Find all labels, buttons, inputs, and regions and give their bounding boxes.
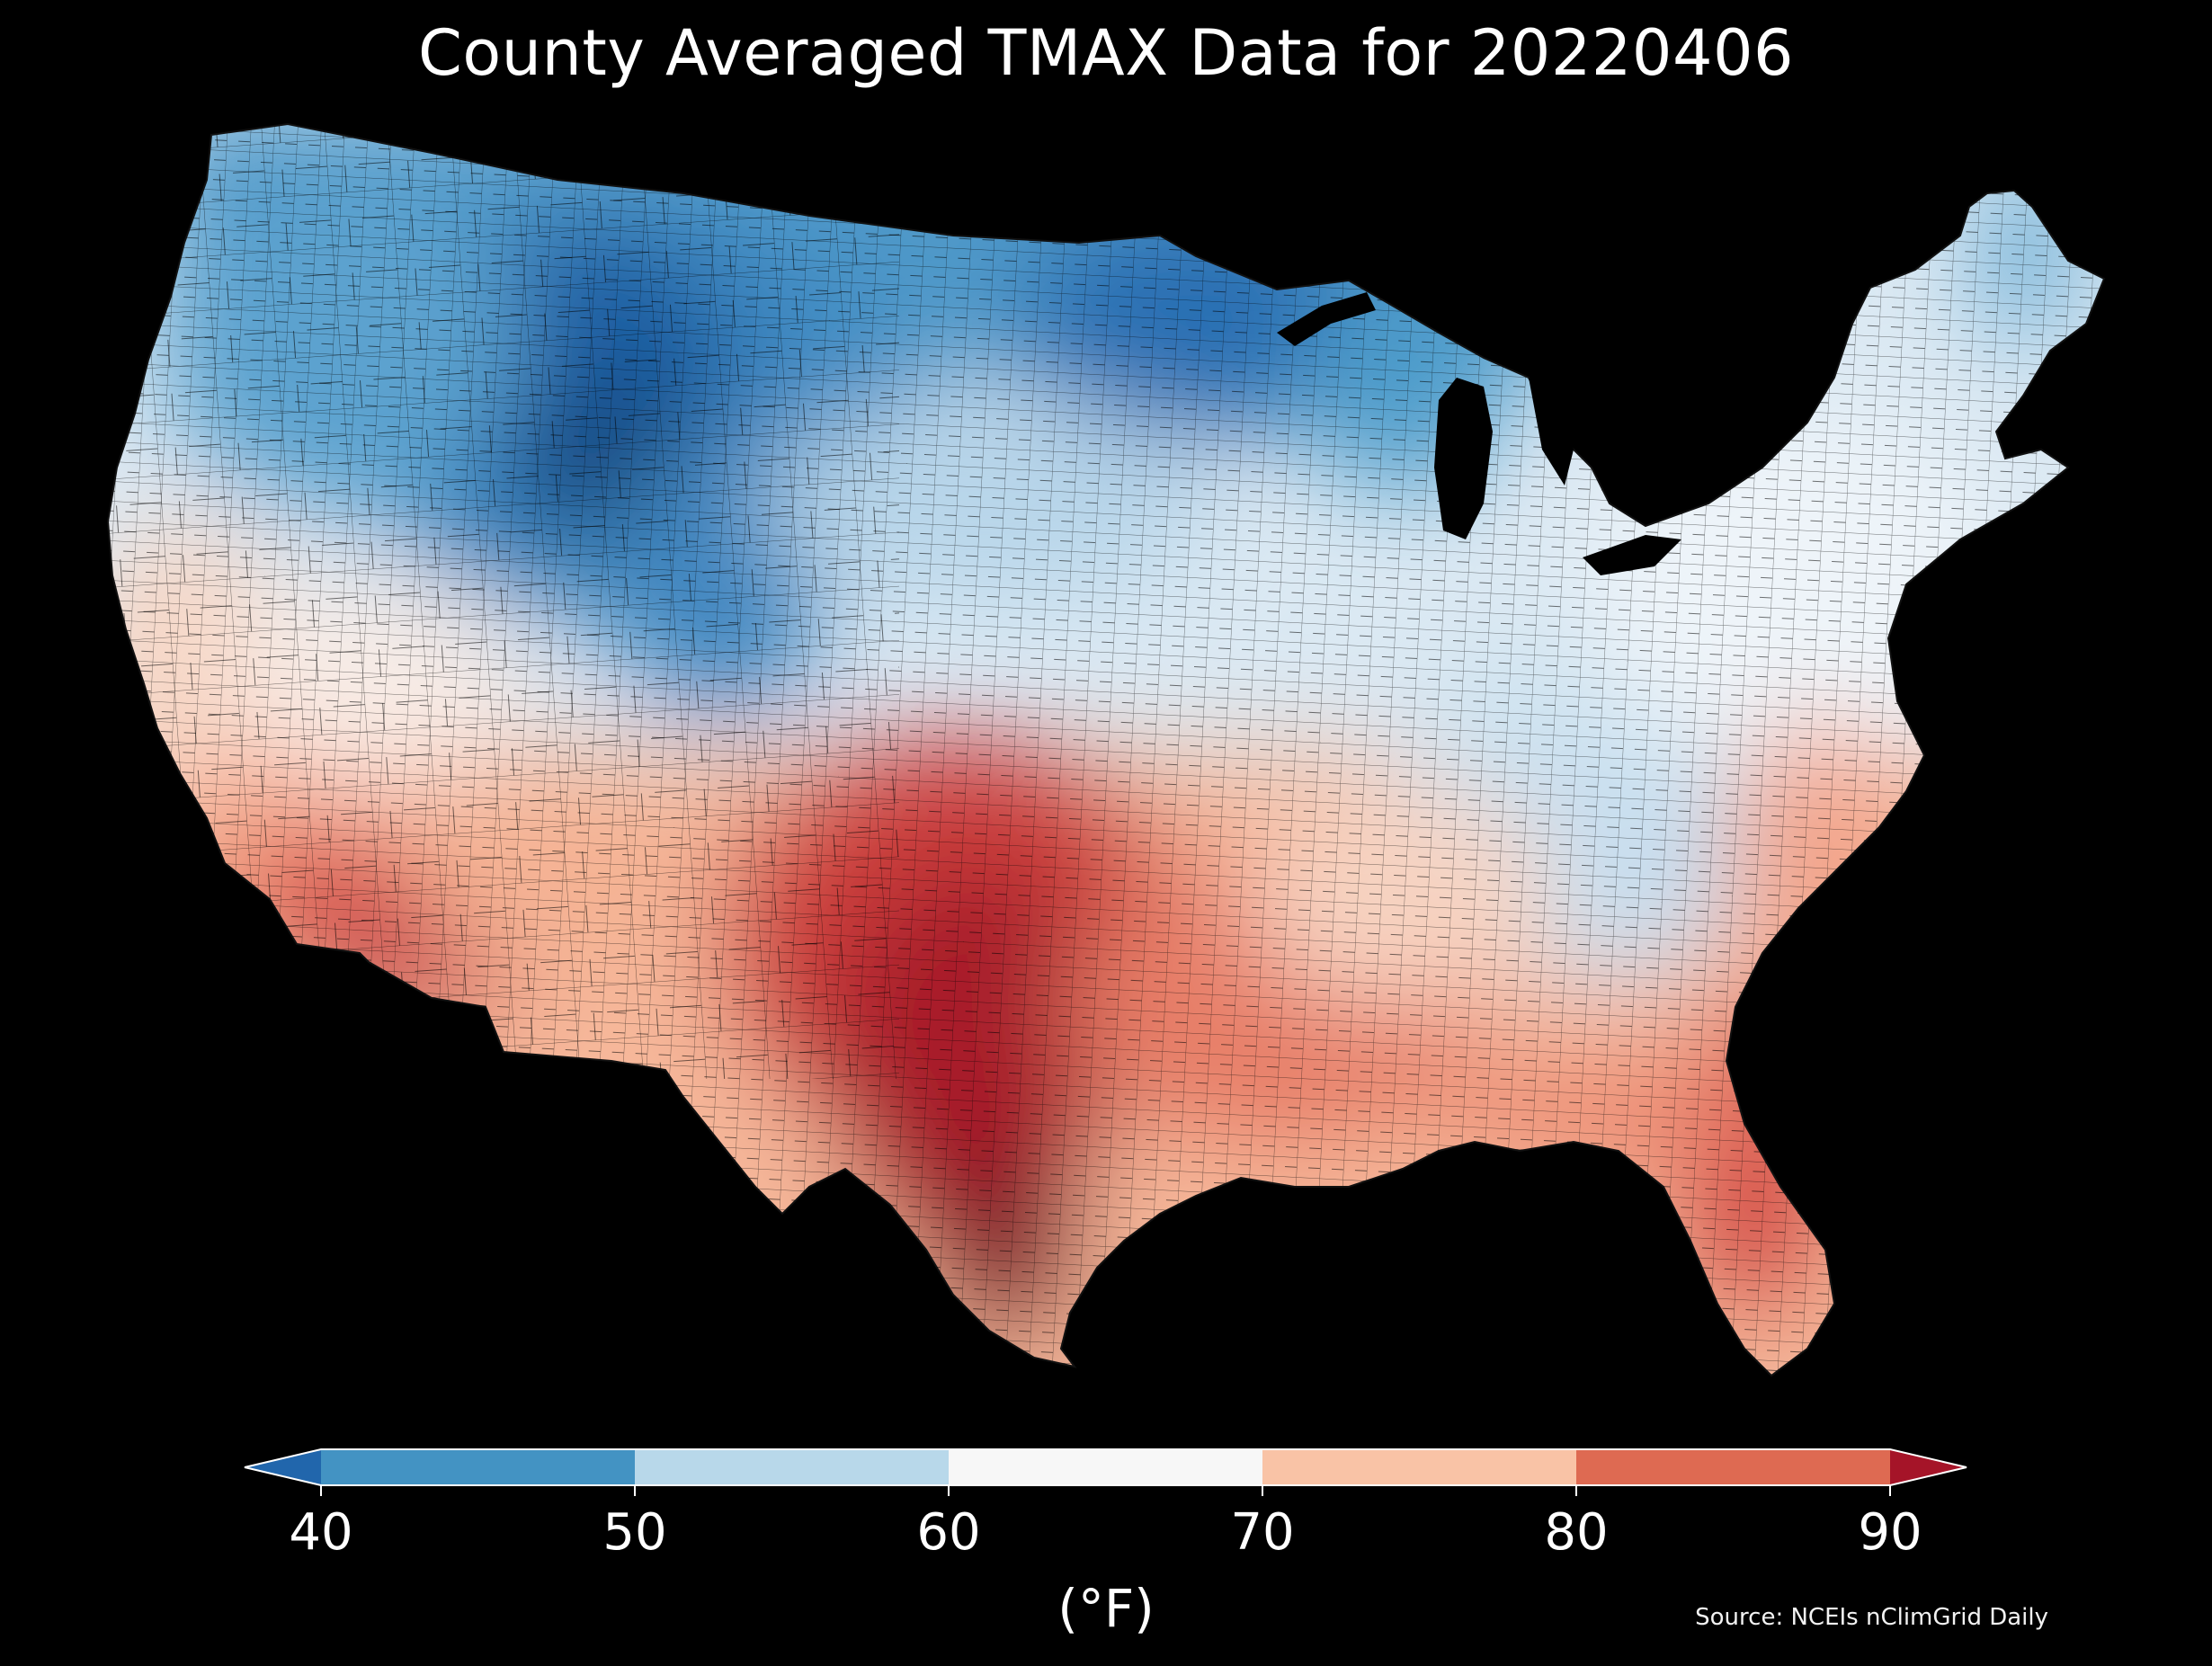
colorbar-bin-60-70 bbox=[949, 1449, 1263, 1485]
colorbar-tick-label: 70 bbox=[1230, 1503, 1295, 1562]
colorbar-tick-label: 50 bbox=[602, 1503, 667, 1562]
colorbar-tick-label: 60 bbox=[916, 1503, 981, 1562]
colorbar-bin-40-50 bbox=[321, 1449, 636, 1485]
great-lakes bbox=[1277, 292, 1681, 575]
colorbar-unit-label: (°F) bbox=[1057, 1578, 1155, 1639]
colorbar-bin-50-60 bbox=[635, 1449, 950, 1485]
colorbar-bin-80-90 bbox=[1576, 1449, 1891, 1485]
colorbar-tick-label: 40 bbox=[289, 1503, 353, 1562]
colorbar-tick-label: 80 bbox=[1544, 1503, 1609, 1562]
us-outline bbox=[106, 122, 2106, 1377]
colorbar-tick-label: 90 bbox=[1858, 1503, 1922, 1562]
colorbar-bin-70-80 bbox=[1262, 1449, 1577, 1485]
map-title: County Averaged TMAX Data for 20220406 bbox=[417, 16, 1795, 90]
colorbar-extend-high bbox=[1890, 1449, 1967, 1485]
source-credit: Source: NCEIs nClimGrid Daily bbox=[1695, 1604, 2048, 1631]
colorbar-extend-low bbox=[245, 1449, 321, 1485]
county-choropleth-map bbox=[106, 122, 2106, 1377]
